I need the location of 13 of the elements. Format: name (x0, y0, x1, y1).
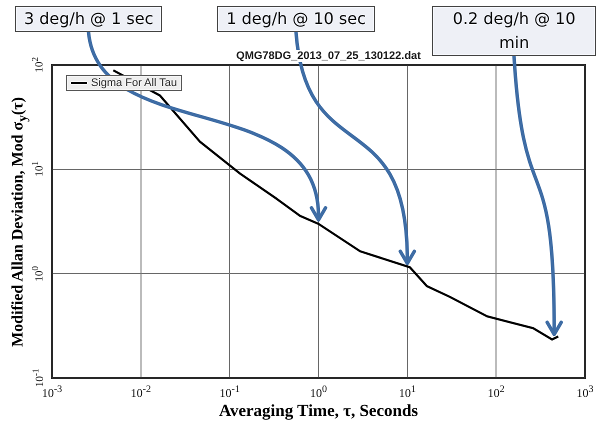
x-tick-label: 10$^{0}$ (310, 384, 327, 401)
x-tick-label: 10$^{-2}$ (130, 384, 151, 401)
x-axis-title: Averaging Time, τ, Seconds (218, 401, 418, 421)
chart-title: QMG78DG_2013_07_25_130122.dat (234, 50, 423, 62)
x-tick-label: 10$^{3}$ (576, 384, 594, 401)
legend-label: Sigma For All Tau (91, 77, 178, 89)
x-tick-label: 10$^{1}$ (398, 384, 416, 401)
x-tick-label: 10$^{-3}$ (42, 384, 62, 401)
annotation: 0.2 deg/h @ 10 min (432, 6, 596, 56)
annotation: 3 deg/h @ 1 sec (15, 6, 162, 32)
x-tick-label: 10$^{2}$ (488, 384, 505, 401)
annotation: 1 deg/h @ 10 sec (217, 6, 375, 32)
x-tick-label: 10$^{-1}$ (219, 384, 240, 401)
